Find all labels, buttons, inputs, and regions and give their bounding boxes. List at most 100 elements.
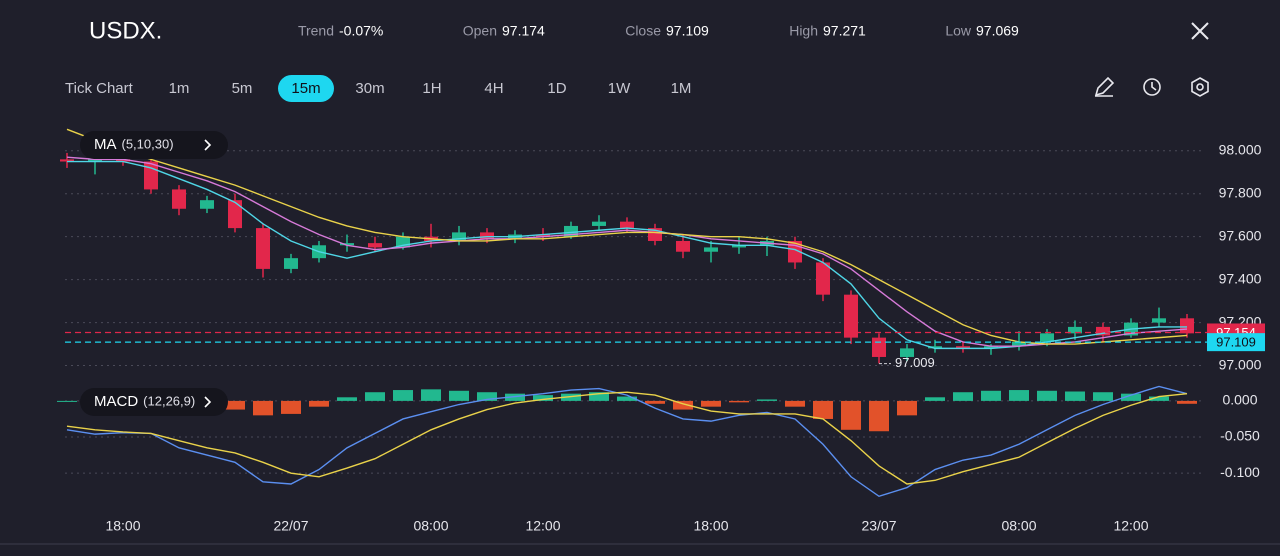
- macd-bar: [589, 392, 609, 401]
- indicator-line: [66, 391, 1188, 485]
- timeframe[interactable]: 5m: [232, 80, 253, 97]
- timeframe[interactable]: 1W: [608, 80, 631, 97]
- draw-tool[interactable]: [1094, 76, 1115, 97]
- macd-bar: [1037, 390, 1057, 401]
- legend-params[interactable]: (5,10,30): [122, 136, 174, 151]
- x-tick-label: 18:00: [105, 518, 140, 534]
- stat-label: Low: [945, 23, 972, 39]
- candle-body: [676, 240, 690, 252]
- macd-bar: [925, 397, 945, 401]
- legend-chevron[interactable]: [204, 396, 212, 408]
- macd-bar: [1009, 390, 1029, 401]
- macd-bar: [673, 400, 693, 410]
- y-tick-label: 97.400: [1219, 270, 1262, 286]
- legend-params[interactable]: (12,26,9): [143, 393, 195, 408]
- candle-body: [396, 236, 410, 248]
- timeframe[interactable]: 15m: [291, 80, 320, 97]
- macd-bar: [561, 393, 581, 401]
- candle-body: [956, 346, 970, 349]
- candle-body: [60, 159, 74, 162]
- macd-bar: [897, 400, 917, 416]
- macd-bar: [1149, 396, 1169, 401]
- candle-body: [88, 159, 102, 162]
- stat-label: Close: [625, 23, 661, 39]
- legend-chevron[interactable]: [204, 139, 212, 151]
- candle-body: [1068, 326, 1082, 334]
- x-tick-label: 22/07: [273, 518, 308, 534]
- candle-body: [844, 294, 858, 338]
- y-tick-label: 0.000: [1222, 392, 1257, 408]
- settings-tool[interactable]: [1191, 77, 1209, 97]
- candle-body: [340, 243, 354, 246]
- macd-bar: [1093, 392, 1113, 401]
- macd-bar: [393, 390, 413, 401]
- candle-body: [1152, 318, 1166, 323]
- macd-bar: [841, 400, 861, 430]
- macd-bar: [337, 397, 357, 401]
- candle-body: [536, 234, 550, 237]
- candle-body: [704, 247, 718, 252]
- candle-body: [1012, 341, 1026, 347]
- price-tag-label: 97.109: [1216, 335, 1256, 350]
- stat-label: Open: [463, 23, 497, 39]
- candle-body: [228, 200, 242, 229]
- macd-bar: [645, 400, 665, 404]
- macd-bar: [57, 400, 77, 402]
- indicator-line: [66, 156, 1188, 347]
- candle-body: [1096, 326, 1110, 336]
- legend-title[interactable]: MACD: [94, 393, 138, 410]
- stat-value: 97.109: [666, 23, 709, 39]
- price-tag: [1207, 333, 1265, 352]
- timeframe[interactable]: 1H: [422, 80, 441, 97]
- stat-label: Trend: [298, 23, 334, 39]
- timeframe[interactable]: 4H: [484, 80, 503, 97]
- candle-body: [480, 232, 494, 239]
- y-tick-label: -0.100: [1220, 464, 1260, 480]
- y-tick-label: -0.050: [1220, 428, 1260, 444]
- legend-title[interactable]: MA: [94, 136, 117, 153]
- timeframe[interactable]: 30m: [355, 80, 384, 97]
- macd-bar: [449, 390, 469, 401]
- timeframe[interactable]: 1m: [169, 80, 190, 97]
- macd-bar: [729, 400, 749, 403]
- candle-body: [1040, 333, 1054, 342]
- timeframe[interactable]: Tick Chart: [65, 80, 134, 97]
- timeframe[interactable]: 1D: [547, 80, 566, 97]
- macd-bar: [281, 400, 301, 414]
- candle-body: [200, 200, 214, 209]
- indicator-line: [66, 385, 1188, 498]
- macd-bar: [309, 400, 329, 407]
- candle-body: [564, 225, 578, 237]
- x-tick-label: 08:00: [1001, 518, 1036, 534]
- macd-bar: [505, 393, 525, 401]
- legend-pill[interactable]: [80, 388, 228, 416]
- macd-bar: [421, 389, 441, 401]
- stat-value: 97.174: [502, 23, 545, 39]
- macd-bar: [253, 400, 273, 416]
- macd-bar: [869, 400, 889, 432]
- legend-pill[interactable]: [80, 131, 228, 159]
- macd-bar: [757, 399, 777, 401]
- macd-bar: [1065, 391, 1085, 401]
- history-tool[interactable]: [1143, 78, 1161, 96]
- macd-bar: [701, 400, 721, 407]
- y-tick-label: 97.000: [1219, 356, 1262, 372]
- close-button[interactable]: [1191, 22, 1209, 40]
- y-tick-label: 97.600: [1219, 227, 1262, 243]
- timeframe[interactable]: 1M: [671, 80, 692, 97]
- macd-bar: [365, 392, 385, 401]
- macd-bar: [813, 400, 833, 419]
- macd-bar: [1177, 400, 1197, 404]
- stat-value: 97.271: [823, 23, 866, 39]
- symbol: USDX.: [89, 17, 162, 44]
- y-tick-label: 98.000: [1219, 141, 1262, 157]
- stat-value: 97.069: [976, 23, 1019, 39]
- candle-body: [116, 159, 130, 162]
- macd-bar: [533, 395, 553, 401]
- active-pill: [278, 75, 334, 102]
- macd-bar: [1121, 393, 1141, 401]
- macd-bar: [981, 390, 1001, 401]
- candle-body: [1180, 318, 1194, 334]
